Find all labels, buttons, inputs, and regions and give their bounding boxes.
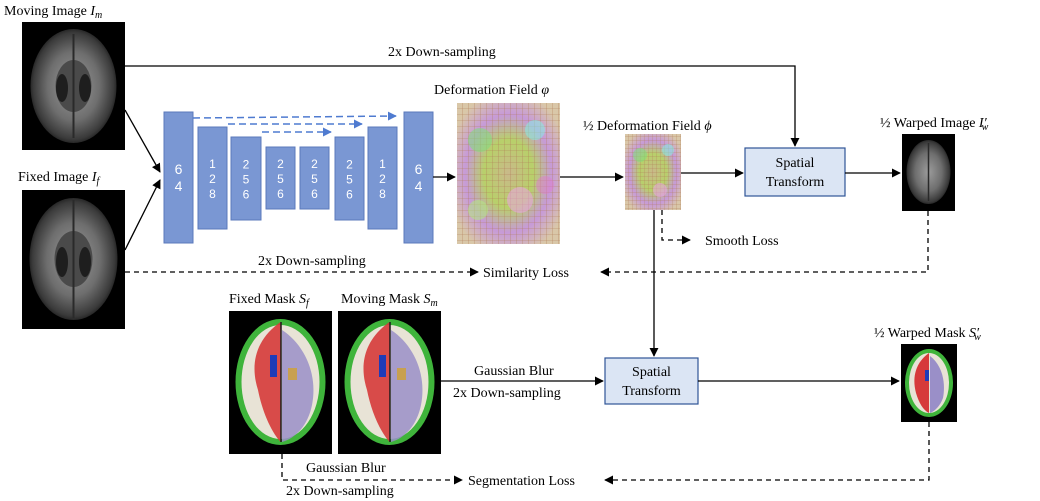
- arrow-smooth-loss: [661, 210, 691, 245]
- unet-block-3-digit: 5: [243, 173, 250, 187]
- arrow-warped-to-similarity: [600, 211, 929, 277]
- unet-block-2: [197, 126, 228, 230]
- unet-block-7-digit: 1: [379, 157, 386, 171]
- spatial-transform-box-2: Spatial Transform: [604, 357, 699, 405]
- skip-arrow-64: [192, 111, 397, 121]
- spatial-transform-1-line1: Spatial: [776, 156, 815, 171]
- spatial-transform-1-line2: Transform: [766, 175, 825, 190]
- unet-block-3-digit: 6: [243, 188, 250, 202]
- label-fixed-mask: Fixed Mask Sf: [229, 292, 310, 309]
- flow-arrows: [124, 65, 901, 386]
- label-segmentation-loss: Segmentation Loss: [468, 474, 575, 489]
- label-moving-mask: Moving Mask Sm: [341, 292, 438, 309]
- unet-block-4-digit: 5: [277, 172, 284, 186]
- skip-connections: [192, 111, 397, 137]
- spatial-transform-2-line2: Transform: [622, 384, 681, 399]
- unet-block-5-digit: 5: [311, 172, 318, 186]
- label-downsampling-top: 2x Down-sampling: [388, 45, 496, 60]
- arrow-warpedmask-to-seg: [604, 422, 930, 485]
- label-half-warped-image: ½ Warped Image I′w: [880, 116, 989, 133]
- unet-block-7-digit: 8: [379, 187, 386, 201]
- arrow-moving-to-unet: [124, 109, 161, 173]
- unet-block-1: [163, 111, 194, 244]
- unet-block-6-digit: 5: [346, 173, 353, 187]
- arrow-fixed-to-unet: [124, 179, 161, 251]
- label-downsampling-bottom: 2x Down-sampling: [286, 484, 394, 499]
- unet-block-1-digit: 6: [175, 161, 183, 177]
- unet-block-1-digit: 4: [175, 178, 183, 194]
- unet-block-7: [367, 126, 398, 230]
- unet-block-2-digit: 1: [209, 157, 216, 171]
- unet-block-5-digit: 2: [311, 157, 318, 171]
- unet-block-6: [334, 136, 365, 221]
- label-deformation-field: Deformation Field φ: [434, 83, 549, 98]
- unet-block-2-digit: 8: [209, 187, 216, 201]
- label-downsampling-mask: 2x Down-sampling: [453, 386, 561, 401]
- label-half-warped-mask: ½ Warped Mask S′w: [874, 326, 981, 343]
- unet-block-4-digit: 2: [277, 157, 284, 171]
- half-warped-image: [902, 134, 955, 211]
- unet-block-4: [265, 146, 296, 210]
- unet-block-2-digit: 2: [209, 172, 216, 186]
- label-gaussian-blur-mid: Gaussian Blur: [474, 364, 554, 379]
- arrow-downsample-top: [125, 65, 800, 147]
- unet-block-5-digit: 6: [311, 187, 318, 201]
- unet-block-6-digit: 2: [346, 158, 353, 172]
- moving-mask-image: [338, 311, 441, 454]
- unet-block-7-digit: 2: [379, 172, 386, 186]
- label-half-deformation-field: ½ Deformation Field ϕ: [583, 119, 712, 134]
- label-moving-image: Moving Image Im: [4, 4, 102, 21]
- dashed-arrows: [125, 210, 930, 485]
- fixed-image: [22, 190, 125, 329]
- unet-block-6-digit: 6: [346, 188, 353, 202]
- label-downsampling-mid: 2x Down-sampling: [258, 254, 366, 269]
- label-similarity-loss: Similarity Loss: [483, 266, 569, 281]
- unet-block-3-digit: 2: [243, 158, 250, 172]
- half-warped-mask-image: [901, 344, 957, 422]
- label-fixed-image: Fixed Image If: [18, 170, 101, 187]
- spatial-transform-2-line1: Spatial: [632, 365, 671, 380]
- unet-block-4-digit: 6: [277, 187, 284, 201]
- spatial-transform-box-1: Spatial Transform: [744, 147, 846, 197]
- unet-block-8-digit: 6: [415, 161, 423, 177]
- unet-block-5: [299, 146, 330, 210]
- unet-block-8: [403, 111, 434, 244]
- fixed-mask-image: [229, 311, 332, 454]
- unet-block-3: [230, 136, 262, 221]
- half-deformation-field-image: [625, 134, 681, 210]
- moving-image: [22, 22, 125, 150]
- label-gaussian-blur-bottom: Gaussian Blur: [306, 461, 386, 476]
- label-smooth-loss: Smooth Loss: [705, 234, 779, 249]
- deformation-field-image: [457, 103, 560, 244]
- unet-block-8-digit: 4: [415, 178, 423, 194]
- arrow-fixedmask-to-seg: [281, 454, 463, 485]
